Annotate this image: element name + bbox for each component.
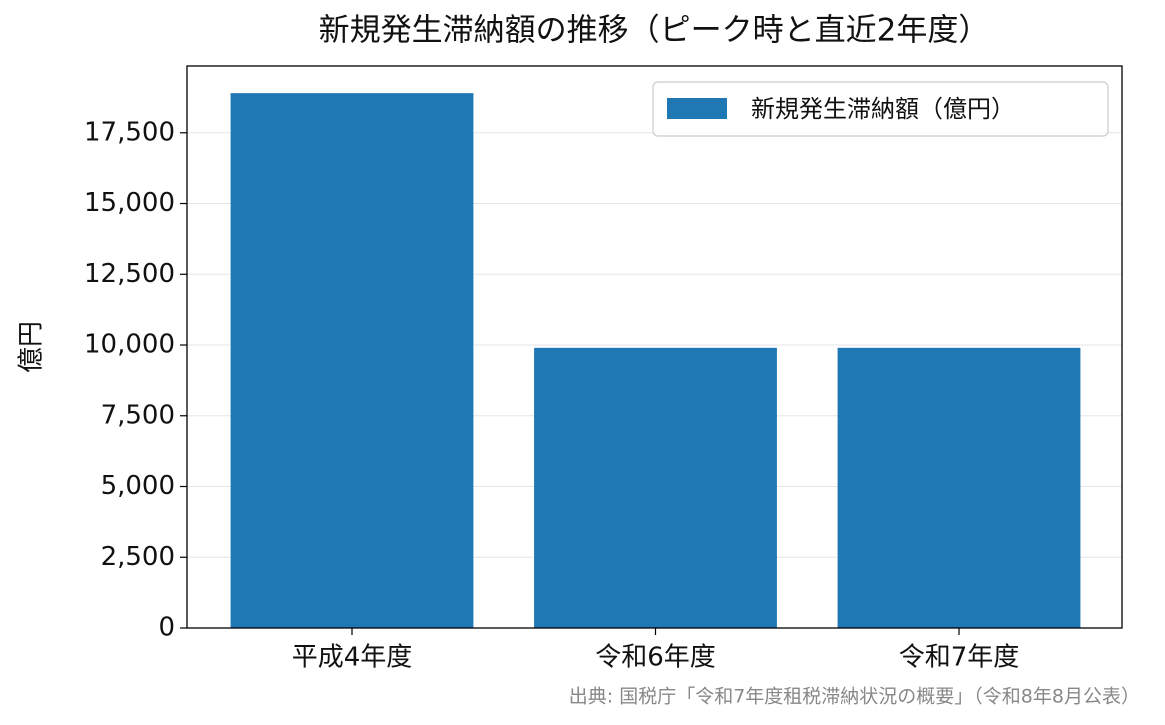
source-note: 出典: 国税庁「令和7年度租税滞納状況の概要」（令和8年8月公表）: [569, 686, 1140, 708]
x-tick-label: 令和6年度: [595, 643, 716, 673]
x-tick-label: 平成4年度: [292, 643, 413, 673]
bar: [837, 347, 1081, 628]
legend-label: 新規発生滞納額（億円）: [751, 95, 1015, 123]
y-tick-label: 5,000: [101, 471, 175, 501]
plot-frame: [186, 65, 1123, 629]
y-tick-label: 17,500: [84, 117, 175, 147]
y-tick-label: 10,000: [84, 330, 175, 360]
y-axis-label: 億円: [17, 321, 47, 373]
y-tick-label: 12,500: [84, 259, 175, 289]
y-tick-label: 0: [158, 613, 175, 643]
bar: [534, 347, 777, 628]
y-tick-label: 2,500: [101, 542, 175, 572]
y-tick-label: 7,500: [101, 400, 175, 430]
chart-title: 新規発生滞納額の推移（ピーク時と直近2年度）: [319, 13, 990, 49]
bar: [230, 93, 474, 629]
x-tick-label: 令和7年度: [899, 643, 1020, 673]
legend-box: [652, 81, 1109, 137]
y-tick-label: 15,000: [84, 188, 175, 218]
legend-swatch: [667, 98, 727, 119]
